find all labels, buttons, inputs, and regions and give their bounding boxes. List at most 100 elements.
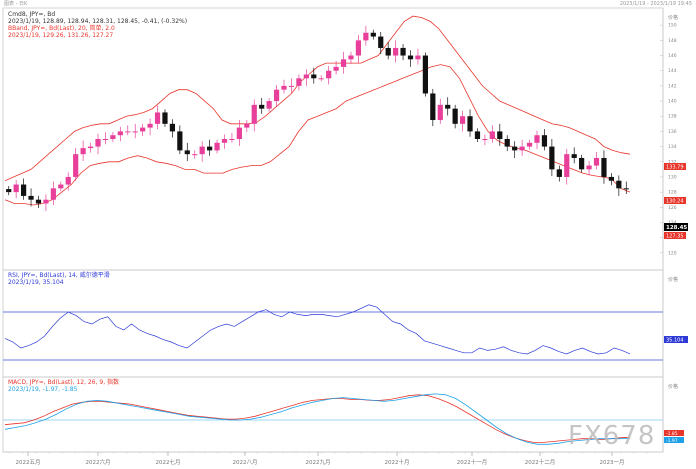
rsi-unit-label: 价格 bbox=[668, 276, 678, 283]
x-axis-label: 2023一月 bbox=[600, 459, 625, 466]
price-y-tick-label: 142 bbox=[668, 83, 677, 89]
bollinger-lower-band bbox=[4, 64, 631, 206]
candle-body bbox=[593, 157, 600, 166]
candle-body bbox=[571, 154, 577, 158]
price-legend: Cmd8, JPY=, Bd 2023/1/19, 128.89, 128.94… bbox=[8, 11, 187, 39]
candle-body bbox=[474, 131, 481, 139]
x-axis-label: 2022九月 bbox=[306, 458, 331, 466]
price-tags: 133.79 130.24 128.45 127.35 bbox=[664, 163, 688, 240]
candle-body bbox=[407, 55, 414, 60]
candle-body bbox=[400, 47, 406, 56]
candle-body bbox=[430, 93, 436, 121]
price-y-tick-label: 132 bbox=[668, 159, 677, 165]
candlestick-series bbox=[6, 25, 629, 212]
candle-body bbox=[20, 184, 27, 196]
candle-body bbox=[207, 146, 213, 151]
candle-body bbox=[363, 32, 369, 41]
candle-body bbox=[43, 199, 49, 204]
candle-body bbox=[58, 184, 64, 189]
candle-body bbox=[154, 112, 161, 124]
candle-body bbox=[437, 104, 443, 121]
price-y-tick-label: 150 bbox=[668, 23, 677, 29]
macd-line bbox=[4, 394, 631, 443]
candle-body bbox=[259, 104, 265, 109]
candle-body bbox=[28, 195, 34, 200]
price-tag-lower: 127.35 bbox=[666, 234, 684, 240]
candle-body bbox=[326, 70, 332, 79]
candle-body bbox=[564, 154, 570, 177]
candle-body bbox=[393, 47, 399, 56]
candle-body bbox=[140, 127, 146, 132]
candle-body bbox=[579, 157, 585, 170]
x-axis-label: 2022八月 bbox=[233, 459, 258, 466]
candle-body bbox=[244, 123, 250, 128]
candle-body bbox=[556, 169, 562, 177]
bollinger-legend-line-2: 2023/1/19, 129.26, 131.26, 127.27 bbox=[8, 32, 113, 39]
candle-body bbox=[192, 154, 198, 156]
x-axis-label: 2022十月 bbox=[385, 458, 410, 466]
rsi-line bbox=[4, 304, 631, 355]
candle-body bbox=[608, 176, 615, 181]
x-axis-label: 2022十二月 bbox=[525, 458, 556, 466]
candle-body bbox=[333, 66, 339, 71]
candle-body bbox=[251, 104, 257, 124]
candle-body bbox=[132, 131, 138, 133]
header-top-right: 2023/1/19 - 2023/1/19 19:45 bbox=[620, 1, 692, 7]
price-tag-last: 128.45 bbox=[666, 225, 687, 231]
candle-body bbox=[422, 55, 428, 94]
candle-body bbox=[169, 123, 176, 132]
price-y-tick-label: 134 bbox=[668, 144, 677, 150]
candle-body bbox=[370, 32, 376, 37]
candle-body bbox=[489, 131, 495, 139]
candle-body bbox=[385, 47, 391, 56]
candle-body bbox=[303, 74, 309, 79]
candle-body bbox=[147, 123, 153, 128]
candle-body bbox=[355, 40, 362, 56]
price-y-tick-label: 146 bbox=[668, 53, 677, 59]
candle-body bbox=[102, 139, 109, 140]
candle-body bbox=[534, 135, 540, 143]
candle-body bbox=[199, 146, 205, 155]
candle-body bbox=[6, 189, 12, 193]
candle-body bbox=[35, 199, 42, 204]
price-legend-line-1: Cmd8, JPY=, Bd bbox=[8, 11, 55, 18]
price-grid bbox=[660, 24, 663, 254]
candle-body bbox=[519, 146, 525, 151]
price-y-tick-label: 138 bbox=[668, 114, 677, 120]
price-y-tick-label: 144 bbox=[668, 68, 677, 74]
candle-body bbox=[95, 139, 101, 147]
rsi-legend-line-2: 2023/1/19, 35.104 bbox=[8, 279, 64, 286]
candle-body bbox=[452, 108, 458, 124]
candle-body bbox=[348, 55, 354, 60]
candle-body bbox=[80, 148, 86, 155]
candle-body bbox=[214, 142, 220, 151]
x-axis: 2022五月 2022六月 2022七月 2022八月 2022九月 2022十月 2022… bbox=[3, 451, 663, 466]
candle-body bbox=[73, 154, 79, 177]
x-axis-label: 2022六月 bbox=[86, 458, 111, 466]
candle-body bbox=[87, 146, 94, 149]
price-y-axis: 1201221241261281301321341361381401421441… bbox=[668, 23, 677, 257]
candle-body bbox=[504, 139, 510, 147]
candle-body bbox=[526, 142, 533, 147]
price-unit-label: 价格 bbox=[668, 14, 678, 21]
candle-body bbox=[318, 78, 324, 80]
candle-body bbox=[288, 85, 295, 87]
candle-body bbox=[541, 135, 548, 147]
price-legend-line-2: 2023/1/19, 128.89, 128.94, 128.31, 128.4… bbox=[8, 18, 187, 25]
candle-body bbox=[229, 139, 235, 140]
candle-body bbox=[482, 139, 488, 140]
macd-legend-line-2: 2023/1/19, -1.97, -1.85 bbox=[8, 386, 78, 393]
candle-body bbox=[117, 131, 123, 136]
price-y-tick-label: 140 bbox=[668, 99, 677, 105]
candle-body bbox=[586, 165, 592, 170]
macd-legend-line-1: MACD, JPY=, Bd(Last), 12, 26, 9, 指数 bbox=[8, 378, 119, 386]
price-y-tick-label: 148 bbox=[668, 38, 677, 44]
candle-body bbox=[340, 59, 347, 67]
candle-body bbox=[162, 112, 168, 124]
candle-body bbox=[549, 146, 555, 170]
candle-body bbox=[125, 131, 131, 133]
price-tag-mid: 130.24 bbox=[666, 199, 684, 205]
candle-body bbox=[221, 139, 228, 143]
x-axis-label: 2022十一月 bbox=[457, 458, 488, 466]
